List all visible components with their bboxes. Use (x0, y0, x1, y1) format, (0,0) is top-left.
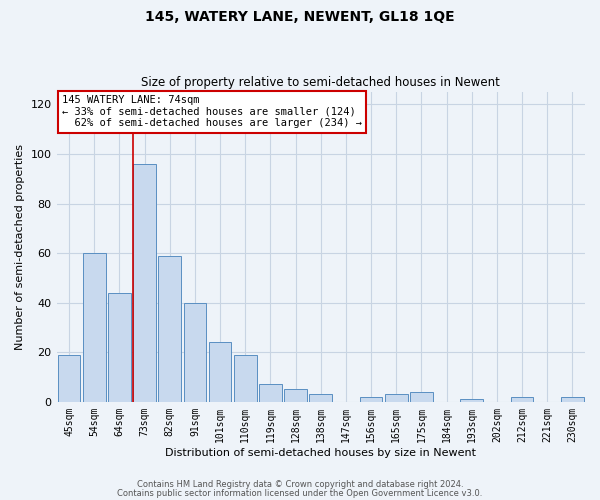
Bar (234, 354, 257, 402)
Text: Contains HM Land Registry data © Crown copyright and database right 2024.: Contains HM Land Registry data © Crown c… (137, 480, 463, 489)
Text: 145, WATERY LANE, NEWENT, GL18 1QE: 145, WATERY LANE, NEWENT, GL18 1QE (145, 10, 455, 24)
Text: 145 WATERY LANE: 74sqm
← 33% of semi-detached houses are smaller (124)
  62% of : 145 WATERY LANE: 74sqm ← 33% of semi-det… (62, 95, 362, 128)
Bar (561, 397, 584, 402)
Bar (184, 302, 206, 402)
Bar (460, 400, 483, 402)
Bar (133, 164, 156, 402)
Bar (259, 384, 282, 402)
Bar (410, 392, 433, 402)
Bar (310, 394, 332, 402)
Bar (83, 253, 106, 402)
Title: Size of property relative to semi-detached houses in Newent: Size of property relative to semi-detach… (142, 76, 500, 90)
Bar (385, 394, 407, 402)
Bar (58, 354, 80, 402)
Bar (108, 293, 131, 402)
Text: Contains public sector information licensed under the Open Government Licence v3: Contains public sector information licen… (118, 490, 482, 498)
Bar (209, 342, 232, 402)
Y-axis label: Number of semi-detached properties: Number of semi-detached properties (15, 144, 25, 350)
Bar (284, 390, 307, 402)
Bar (158, 256, 181, 402)
Bar (360, 397, 382, 402)
X-axis label: Distribution of semi-detached houses by size in Newent: Distribution of semi-detached houses by … (165, 448, 476, 458)
Bar (511, 397, 533, 402)
